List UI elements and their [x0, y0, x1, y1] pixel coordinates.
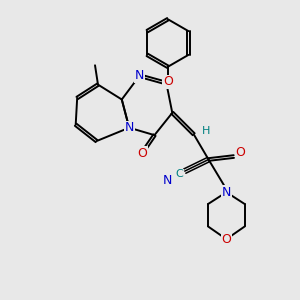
Text: O: O: [137, 147, 147, 160]
Text: N: N: [222, 186, 231, 199]
Text: O: O: [236, 146, 246, 160]
Text: N: N: [135, 69, 144, 82]
Text: N: N: [163, 174, 172, 188]
Text: N: N: [124, 121, 134, 134]
Text: C: C: [176, 169, 184, 179]
Text: O: O: [163, 75, 173, 88]
Text: O: O: [221, 233, 231, 246]
Text: H: H: [202, 126, 210, 136]
